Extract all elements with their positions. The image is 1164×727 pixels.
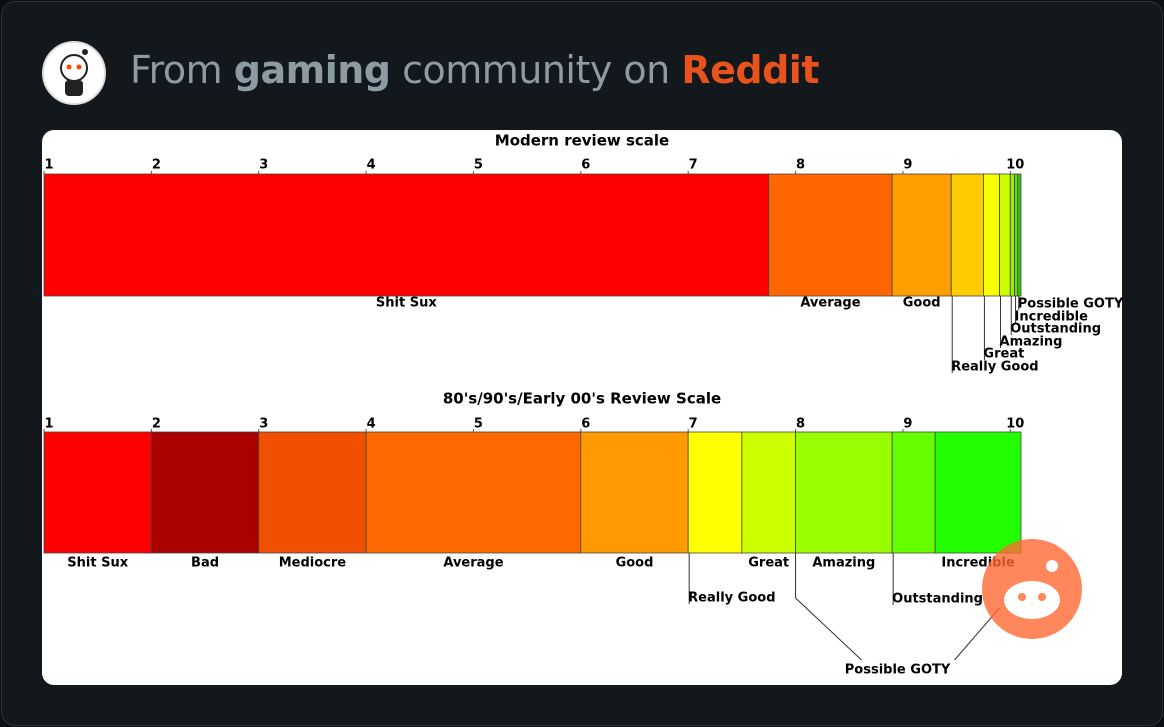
scale-segment bbox=[43, 173, 770, 297]
x-tick-label: 9 bbox=[903, 417, 912, 432]
segment-label: Bad bbox=[191, 556, 219, 571]
site-link[interactable]: Reddit bbox=[681, 48, 819, 92]
x-tick-label: 10 bbox=[1006, 158, 1024, 173]
scale-segment bbox=[891, 431, 936, 554]
scale-segment bbox=[150, 431, 260, 554]
scale-segment bbox=[741, 431, 796, 554]
segment-label: Average bbox=[443, 556, 503, 571]
segment-label: Amazing bbox=[812, 556, 875, 571]
reddit-watermark bbox=[982, 539, 1082, 639]
scale-segment bbox=[365, 431, 582, 554]
scale-segment bbox=[950, 173, 984, 297]
x-tick-label: 5 bbox=[474, 158, 483, 173]
x-tick-label: 4 bbox=[367, 417, 376, 432]
header-prefix: From bbox=[130, 48, 223, 92]
scale-segment bbox=[1014, 173, 1019, 297]
scale-segment bbox=[999, 173, 1011, 297]
x-tick-label: 3 bbox=[259, 158, 268, 173]
segment-label: Great bbox=[983, 347, 1024, 362]
watermark-eye bbox=[1038, 593, 1046, 601]
segment-label: Incredible bbox=[1015, 310, 1089, 325]
watermark-antenna bbox=[1046, 560, 1058, 572]
segment-label: Really Good bbox=[688, 591, 775, 606]
x-tick-label: 1 bbox=[44, 417, 53, 432]
segment-label: Outstanding bbox=[892, 592, 983, 607]
scale-segment bbox=[258, 431, 367, 554]
x-tick-label: 10 bbox=[1006, 417, 1024, 432]
x-tick-label: 8 bbox=[796, 417, 805, 432]
segment-label: Good bbox=[903, 296, 941, 311]
community-link[interactable]: gaming bbox=[233, 48, 391, 92]
x-tick-label: 2 bbox=[152, 417, 161, 432]
segment-label: Shit Sux bbox=[67, 556, 128, 571]
x-tick-label: 7 bbox=[689, 417, 698, 432]
chart-title: Modern review scale bbox=[495, 132, 669, 150]
annotation-line bbox=[795, 553, 862, 661]
segment-label: Possible GOTY bbox=[1018, 297, 1124, 312]
annotation-label: Possible GOTY bbox=[845, 663, 951, 678]
post-header: From gaming community on Reddit bbox=[130, 48, 819, 92]
scale-segment bbox=[1009, 173, 1015, 297]
scale-segment bbox=[983, 173, 1000, 297]
watermark-eye bbox=[1018, 593, 1026, 601]
segment-label: Average bbox=[800, 296, 860, 311]
segment-label: Great bbox=[748, 556, 789, 571]
segment-label: Good bbox=[616, 556, 654, 571]
x-tick-label: 3 bbox=[259, 417, 268, 432]
x-tick-label: 4 bbox=[367, 158, 376, 173]
segment-label: Amazing bbox=[1000, 335, 1063, 350]
scale-segment bbox=[795, 431, 893, 554]
watermark-face bbox=[1004, 581, 1060, 619]
header-middle: community on bbox=[402, 48, 670, 92]
segment-label: Shit Sux bbox=[376, 296, 437, 311]
scale-segment bbox=[687, 431, 743, 554]
x-tick-label: 2 bbox=[152, 158, 161, 173]
x-tick-label: 8 bbox=[796, 158, 805, 173]
chart-title: 80's/90's/Early 00's Review Scale bbox=[443, 390, 721, 408]
scale-segment bbox=[580, 431, 689, 554]
segment-label: Outstanding bbox=[1010, 322, 1101, 337]
x-tick-label: 1 bbox=[44, 158, 53, 173]
x-tick-label: 6 bbox=[581, 158, 590, 173]
scale-segment bbox=[768, 173, 893, 297]
avatar[interactable] bbox=[42, 41, 106, 105]
x-tick-label: 5 bbox=[474, 417, 483, 432]
scale-segment bbox=[43, 431, 152, 554]
segment-label: Mediocre bbox=[279, 556, 347, 571]
scale-segment bbox=[1017, 173, 1022, 297]
scale-segment bbox=[891, 173, 952, 297]
x-tick-label: 6 bbox=[581, 417, 590, 432]
scale-segment bbox=[934, 431, 1022, 554]
x-tick-label: 7 bbox=[689, 158, 698, 173]
x-tick-label: 9 bbox=[903, 158, 912, 173]
segment-label: Really Good bbox=[951, 360, 1038, 375]
